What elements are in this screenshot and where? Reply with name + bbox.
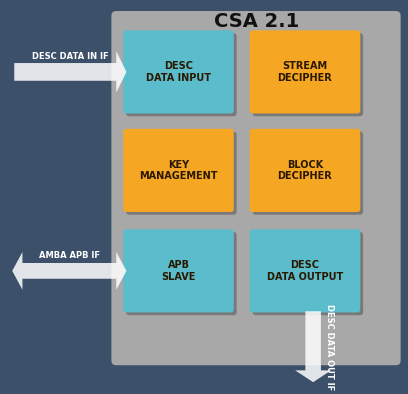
Text: CSA 2.1: CSA 2.1 <box>214 12 299 31</box>
Text: APB
SLAVE: APB SLAVE <box>161 260 196 282</box>
Text: BLOCK
DECIPHER: BLOCK DECIPHER <box>277 160 333 181</box>
FancyBboxPatch shape <box>126 33 237 116</box>
Polygon shape <box>14 51 126 93</box>
FancyBboxPatch shape <box>123 30 234 113</box>
Text: KEY
MANAGEMENT: KEY MANAGEMENT <box>139 160 218 181</box>
Text: STREAM
DECIPHER: STREAM DECIPHER <box>277 61 333 83</box>
Text: DESC DATA OUT IF: DESC DATA OUT IF <box>326 304 335 390</box>
Polygon shape <box>295 311 331 382</box>
FancyBboxPatch shape <box>123 229 234 312</box>
Polygon shape <box>12 252 126 290</box>
FancyBboxPatch shape <box>250 30 360 113</box>
FancyBboxPatch shape <box>253 33 363 116</box>
Text: DESC
DATA OUTPUT: DESC DATA OUTPUT <box>267 260 343 282</box>
FancyBboxPatch shape <box>123 129 234 212</box>
FancyBboxPatch shape <box>250 129 360 212</box>
Text: DESC
DATA INPUT: DESC DATA INPUT <box>146 61 211 83</box>
FancyBboxPatch shape <box>253 132 363 215</box>
FancyBboxPatch shape <box>126 132 237 215</box>
Text: DESC DATA IN IF: DESC DATA IN IF <box>32 52 109 61</box>
FancyBboxPatch shape <box>253 232 363 315</box>
FancyBboxPatch shape <box>126 232 237 315</box>
FancyBboxPatch shape <box>111 11 401 365</box>
Text: AMBA APB IF: AMBA APB IF <box>39 251 100 260</box>
FancyBboxPatch shape <box>250 229 360 312</box>
